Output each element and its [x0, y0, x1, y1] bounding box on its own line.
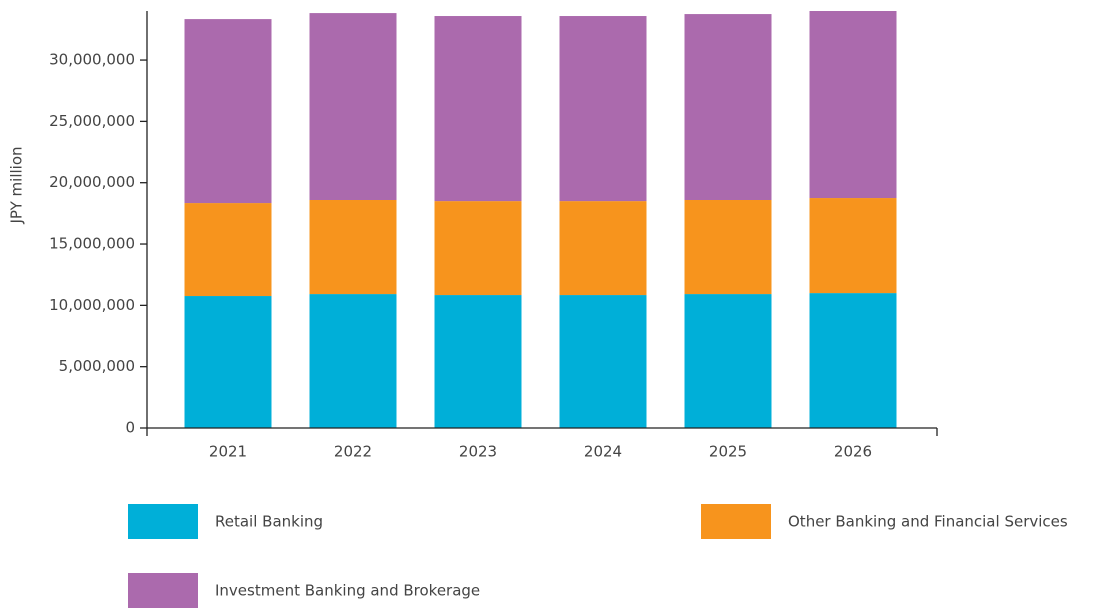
- bar-segment: [309, 199, 397, 295]
- bar-segment: [184, 203, 272, 297]
- x-tick-label: 2022: [334, 443, 372, 461]
- legend-label: Investment Banking and Brokerage: [215, 582, 480, 600]
- y-tick-label: 25,000,000: [49, 112, 135, 130]
- y-tick-label: 30,000,000: [49, 51, 135, 69]
- bar-segment: [309, 13, 397, 200]
- y-axis-label: JPY million: [8, 146, 26, 224]
- y-tick-label: 5,000,000: [59, 357, 135, 375]
- bar-segment: [559, 16, 647, 202]
- bar-segment: [809, 11, 897, 199]
- bar-segment: [184, 296, 272, 428]
- bar-segment: [434, 295, 522, 428]
- x-tick-label: 2026: [834, 443, 872, 461]
- legend-swatch: [701, 504, 771, 539]
- bar-segment: [434, 16, 522, 202]
- bar-segment: [684, 14, 772, 200]
- bar-segment: [684, 199, 772, 295]
- legend-label: Other Banking and Financial Services: [788, 513, 1068, 531]
- y-tick-label: 15,000,000: [49, 235, 135, 253]
- y-tick-label: 20,000,000: [49, 173, 135, 191]
- bar-segment: [684, 294, 772, 428]
- x-tick-label: 2025: [709, 443, 747, 461]
- legend-swatch: [128, 504, 198, 539]
- bar-segment: [184, 19, 272, 204]
- y-tick-label: 10,000,000: [49, 296, 135, 314]
- bar-segment: [809, 293, 897, 428]
- legend-label: Retail Banking: [215, 513, 323, 531]
- x-tick-label: 2023: [459, 443, 497, 461]
- bar-segment: [309, 294, 397, 428]
- legend-swatch: [128, 573, 198, 608]
- x-tick-label: 2024: [584, 443, 622, 461]
- bar-segment: [434, 201, 522, 296]
- bar-segment: [809, 198, 897, 294]
- bar-segment: [559, 295, 647, 428]
- x-tick-label: 2021: [209, 443, 247, 461]
- bar-segment: [559, 201, 647, 296]
- y-tick-label: 0: [125, 419, 135, 437]
